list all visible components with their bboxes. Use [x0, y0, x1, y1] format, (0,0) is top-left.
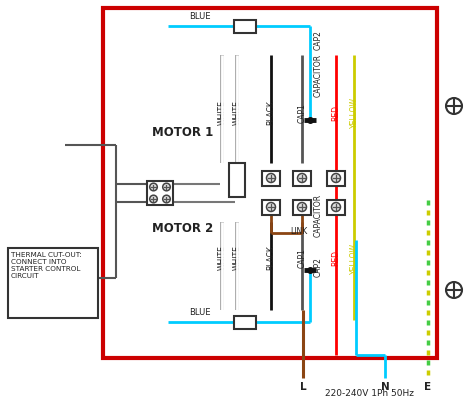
- Circle shape: [331, 173, 340, 183]
- Text: CAP1: CAP1: [298, 103, 307, 123]
- Text: MOTOR 1: MOTOR 1: [152, 126, 214, 139]
- Circle shape: [446, 282, 462, 298]
- Bar: [293, 171, 311, 185]
- Bar: [234, 316, 256, 329]
- Bar: [8, 248, 98, 318]
- Text: THERMAL CUT-OUT:
CONNECT INTO
STARTER CONTROL
CIRCUIT: THERMAL CUT-OUT: CONNECT INTO STARTER CO…: [11, 252, 82, 279]
- Circle shape: [163, 195, 170, 203]
- Text: WHITE: WHITE: [218, 101, 227, 126]
- Text: WHITE: WHITE: [233, 101, 241, 126]
- Text: CAP1: CAP1: [298, 248, 307, 268]
- Bar: [262, 200, 280, 215]
- Circle shape: [163, 183, 170, 191]
- Text: YELLOW: YELLOW: [349, 242, 358, 274]
- Bar: [293, 200, 311, 215]
- Text: BLACK: BLACK: [266, 246, 275, 270]
- Circle shape: [266, 173, 275, 183]
- Text: CAPACITOR: CAPACITOR: [314, 194, 323, 237]
- Text: 220-240V 1Ph 50Hz
SUPPLY: 220-240V 1Ph 50Hz SUPPLY: [326, 389, 414, 396]
- Text: BLACK: BLACK: [266, 101, 275, 126]
- Text: LINK: LINK: [290, 227, 307, 236]
- Text: CAPACITOR: CAPACITOR: [314, 54, 323, 97]
- Circle shape: [446, 98, 462, 114]
- Circle shape: [150, 195, 157, 203]
- Text: BLUE: BLUE: [189, 12, 211, 21]
- Circle shape: [298, 202, 307, 211]
- Bar: [327, 200, 345, 215]
- Bar: [103, 8, 437, 358]
- Bar: [147, 181, 173, 205]
- Text: WHITE: WHITE: [218, 246, 227, 270]
- Bar: [327, 171, 345, 185]
- Text: N: N: [381, 382, 389, 392]
- Bar: [262, 171, 280, 185]
- Circle shape: [266, 202, 275, 211]
- Text: YELLOW: YELLOW: [349, 97, 358, 128]
- Text: RED: RED: [331, 105, 340, 121]
- Text: E: E: [424, 382, 431, 392]
- Text: WHITE: WHITE: [233, 246, 241, 270]
- Text: MOTOR 2: MOTOR 2: [152, 221, 214, 234]
- Text: CAP2: CAP2: [314, 257, 323, 277]
- Text: RED: RED: [331, 250, 340, 266]
- Text: L: L: [300, 382, 306, 392]
- Circle shape: [150, 183, 157, 191]
- Bar: [229, 163, 245, 197]
- Text: BLUE: BLUE: [189, 308, 211, 317]
- Circle shape: [298, 173, 307, 183]
- Circle shape: [331, 202, 340, 211]
- Text: CAP2: CAP2: [314, 30, 323, 50]
- Bar: [234, 19, 256, 32]
